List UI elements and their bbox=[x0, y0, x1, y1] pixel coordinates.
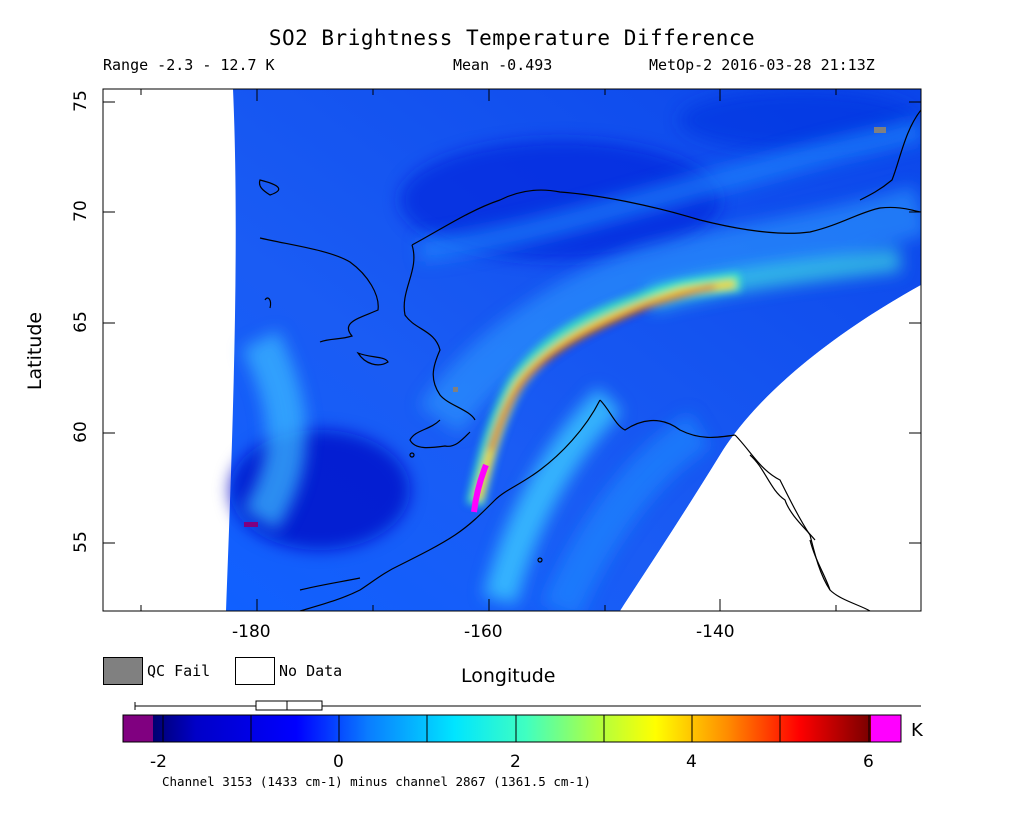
no-data-label: No Data bbox=[279, 662, 343, 680]
no-data-swatch bbox=[235, 657, 275, 685]
mean-text: Mean -0.493 bbox=[453, 56, 553, 74]
no-data-region bbox=[620, 285, 921, 611]
qc-fail-pixel bbox=[874, 127, 886, 133]
so2-plume bbox=[466, 273, 741, 507]
lon-tick-label: -140 bbox=[696, 622, 735, 642]
colorbar-tick-label: 4 bbox=[686, 752, 697, 772]
qc-fail-swatch bbox=[103, 657, 143, 685]
qc-fail-label: QC Fail bbox=[147, 662, 211, 680]
colorbar-tick-label: 2 bbox=[510, 752, 521, 772]
colorbar-caption: Channel 3153 (1433 cm-1) minus channel 2… bbox=[162, 774, 591, 789]
lon-ticks bbox=[140, 89, 837, 611]
swath-data bbox=[226, 89, 921, 611]
colorbar-box bbox=[255, 700, 323, 711]
colorbar-tick-label: 0 bbox=[333, 752, 344, 772]
lat-tick-label: 55 bbox=[70, 531, 91, 553]
colorbar-unit: K bbox=[911, 720, 923, 741]
colorbar-frame bbox=[122, 714, 902, 743]
lat-tick-label: 60 bbox=[70, 421, 91, 443]
lat-tick-label: 75 bbox=[70, 90, 91, 112]
colorbar-tick-label: 6 bbox=[863, 752, 874, 772]
lat-ticks bbox=[103, 101, 921, 544]
qc-fail-pixel bbox=[453, 387, 458, 392]
range-text: Range -2.3 - 12.7 K bbox=[103, 56, 275, 74]
under-range-pixel bbox=[244, 522, 258, 527]
lon-tick-label: -180 bbox=[232, 622, 271, 642]
colorbar bbox=[122, 700, 921, 743]
x-axis-label: Longitude bbox=[461, 665, 556, 687]
lat-tick-label: 70 bbox=[70, 200, 91, 222]
lon-tick-label: -160 bbox=[464, 622, 503, 642]
lat-tick-label: 65 bbox=[70, 311, 91, 333]
source-text: MetOp-2 2016-03-28 21:13Z bbox=[649, 56, 875, 74]
colorbar-over bbox=[871, 715, 901, 742]
y-axis-label: Latitude bbox=[24, 311, 47, 391]
cyan-bands bbox=[242, 118, 921, 611]
coastlines bbox=[258, 109, 921, 611]
plume-source bbox=[471, 463, 489, 513]
colorbar-under bbox=[123, 715, 153, 742]
colorbar-ticks bbox=[162, 715, 870, 742]
plot-frame bbox=[102, 88, 922, 612]
colorbar-tick-label: -2 bbox=[150, 752, 167, 772]
colorbar-gradient bbox=[153, 715, 871, 742]
chart-title: SO2 Brightness Temperature Difference bbox=[268, 26, 756, 50]
